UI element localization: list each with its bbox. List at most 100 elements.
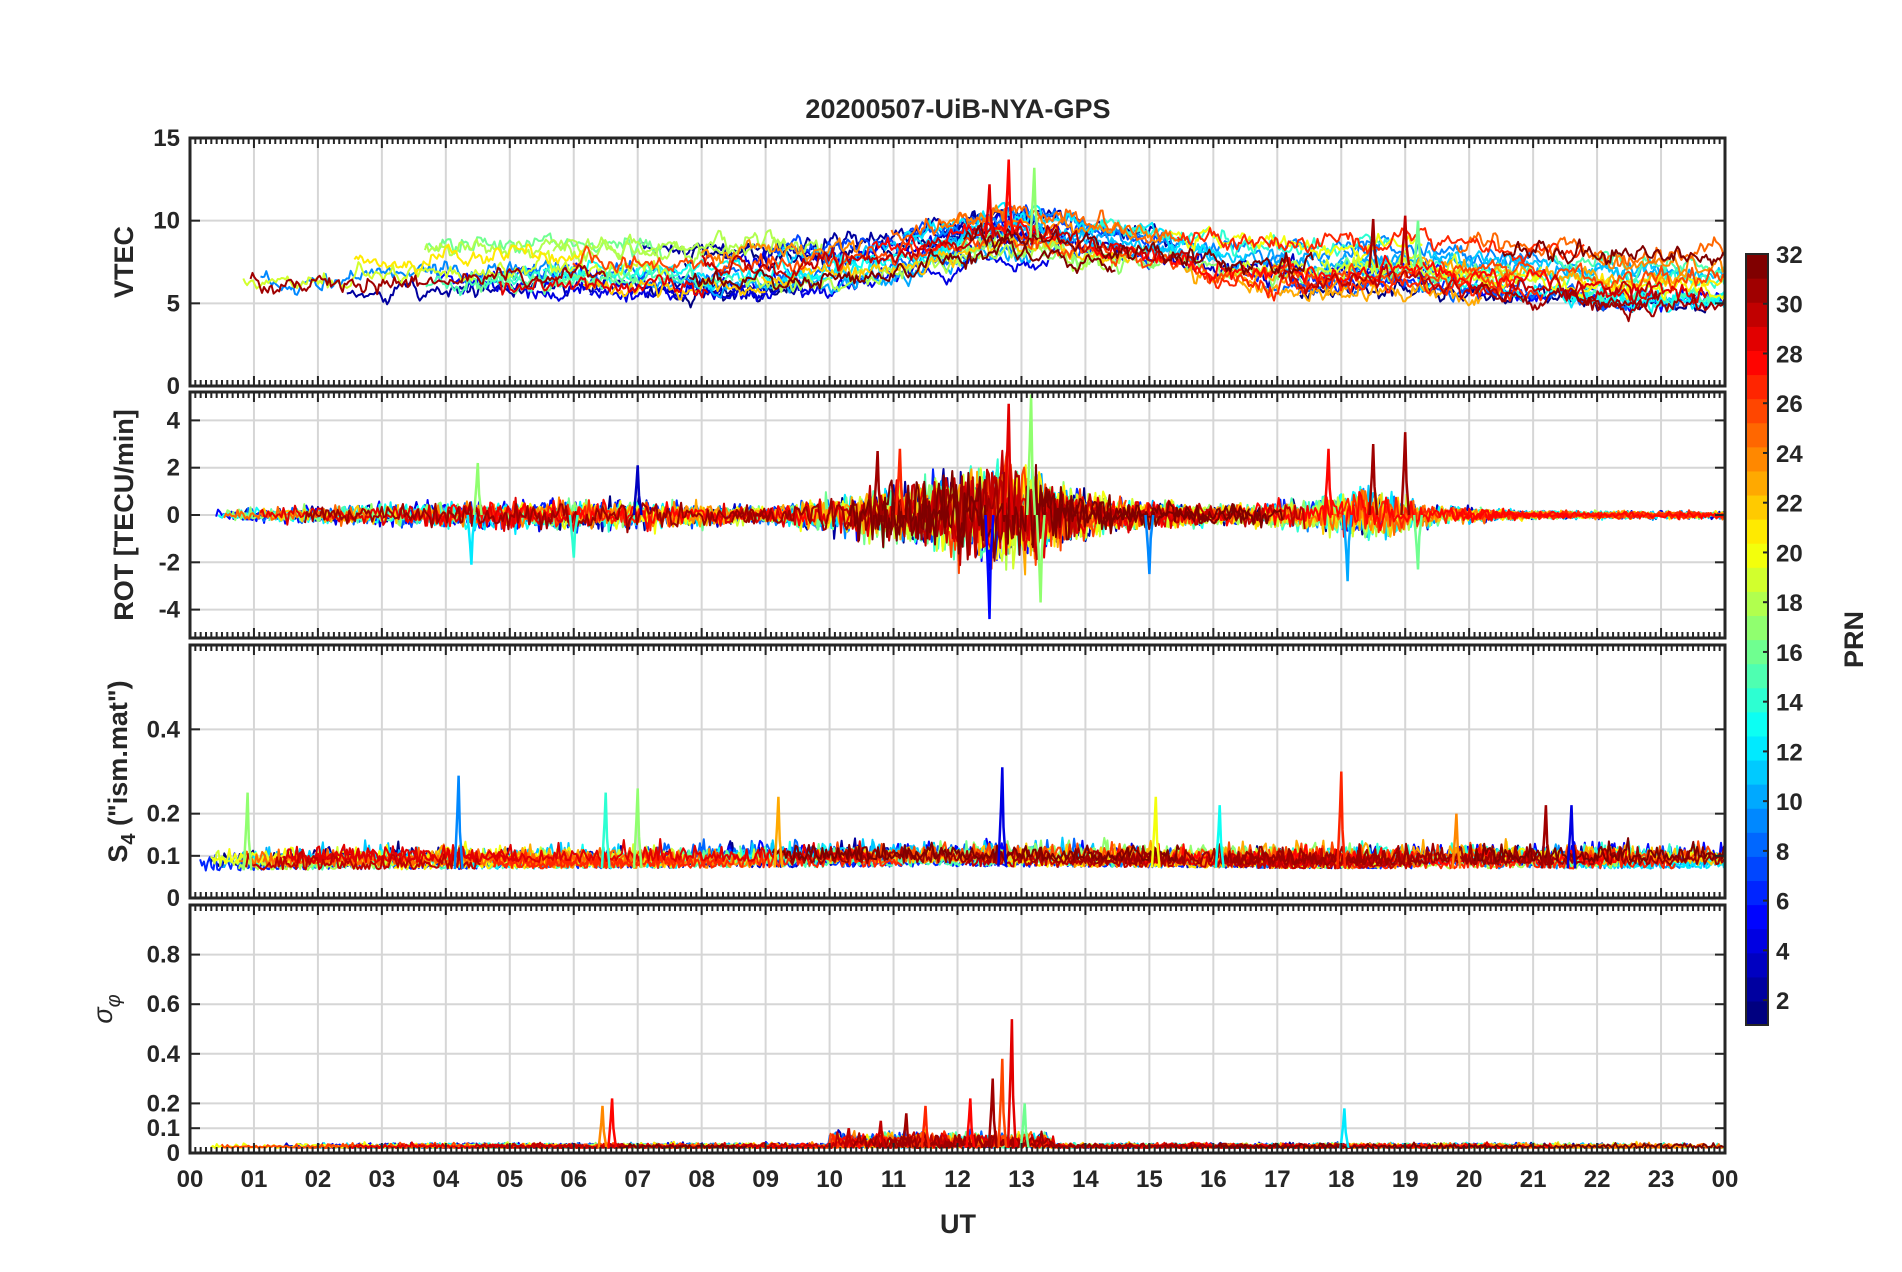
trace-prn-20 — [1164, 225, 1423, 261]
spike-s4-8 — [1540, 805, 1552, 869]
colorbar-segment — [1746, 639, 1768, 665]
x-tick-label: 00 — [177, 1166, 204, 1193]
trace-prn-29 — [1565, 281, 1708, 305]
x-tick-label: 00 — [1712, 1166, 1739, 1193]
y-tick-label: 0 — [167, 502, 180, 529]
y-tick-label: 0.4 — [147, 716, 181, 743]
x-tick-label: 15 — [1136, 1166, 1163, 1193]
spike-rot-2 — [1025, 394, 1037, 516]
colorbar-segment — [1746, 735, 1768, 761]
colorbar-segment — [1746, 302, 1768, 327]
colorbar-segment — [1746, 350, 1768, 376]
x-tick-label: 01 — [241, 1166, 268, 1193]
trace-prn-31 — [849, 1132, 1252, 1149]
panel-s4: 0 0.1 0.2 0.4 S4 ("ism.mat") — [103, 643, 1727, 912]
trace-prn-25 — [1455, 231, 1725, 267]
x-tick-label: 05 — [496, 1166, 523, 1193]
trace-prn-32 — [1031, 463, 1250, 546]
colorbar-tick-label: 12 — [1776, 739, 1803, 766]
colorbar-tick-label: 8 — [1776, 839, 1789, 866]
colorbar-segment — [1746, 470, 1768, 496]
colorbar-segment — [1746, 615, 1768, 641]
spike-vtec-5 — [1412, 220, 1424, 267]
colorbar-tick-label: 26 — [1776, 391, 1803, 418]
colorbar-segment — [1746, 952, 1768, 978]
colorbar-segment — [1746, 784, 1768, 809]
spike-rot-1 — [984, 514, 995, 620]
spike-sigma_phi-1 — [997, 1058, 1008, 1149]
series-rot — [215, 394, 1725, 620]
spike-vtec-4 — [1400, 215, 1411, 266]
spike-sigma_phi-9 — [875, 1120, 886, 1149]
trace-prn-18 — [552, 233, 823, 266]
trace-prn-31 — [249, 264, 607, 296]
x-tick-label: 04 — [432, 1166, 459, 1193]
spike-vtec-0 — [1003, 159, 1014, 235]
trace-prn-32 — [1473, 837, 1725, 863]
colorbar-tick-label: 30 — [1776, 292, 1803, 319]
x-tick-label: 11 — [881, 1166, 906, 1193]
trace-prn-30 — [244, 847, 481, 871]
spike-rot-10 — [1368, 443, 1379, 516]
y-tick-label: 5 — [167, 290, 180, 317]
spike-sigma_phi-6 — [597, 1105, 608, 1149]
y-axis-label: S4 ("ism.mat") — [103, 680, 140, 862]
trace-prn-1 — [1299, 277, 1710, 314]
spike-vtec-2 — [984, 184, 995, 238]
colorbar-segment — [1746, 687, 1768, 713]
spike-rot-8 — [466, 514, 477, 565]
x-tick-label: 22 — [1584, 1166, 1611, 1193]
y-tick-label: 0.8 — [147, 942, 180, 969]
x-tick-label: 08 — [688, 1166, 715, 1193]
trace-prn-26 — [1440, 259, 1725, 292]
colorbar-segment — [1746, 759, 1768, 785]
y-tick-label: 10 — [153, 208, 180, 235]
x-tick-label: 10 — [816, 1166, 843, 1193]
y-tick-label: -2 — [159, 549, 180, 576]
spike-rot-6 — [632, 465, 643, 516]
colorbar-label: PRN — [1839, 611, 1869, 668]
spike-sigma_phi-5 — [607, 1098, 618, 1149]
spike-s4-7 — [1150, 796, 1161, 868]
y-tick-label: 0 — [167, 885, 180, 912]
spike-s4-10 — [1451, 813, 1462, 869]
colorbar-segment — [1746, 326, 1768, 351]
y-tick-label: 15 — [153, 125, 180, 152]
spike-vtec-3 — [1368, 218, 1379, 268]
colorbar-tick-label: 24 — [1776, 441, 1803, 468]
spike-s4-5 — [600, 792, 611, 869]
x-minor-ticks — [189, 392, 1726, 638]
x-tick-label: 13 — [1008, 1166, 1035, 1193]
colorbar-segment — [1746, 1000, 1768, 1026]
trace-prn-29 — [281, 843, 518, 864]
trace-prn-31 — [304, 501, 773, 534]
spike-sigma_phi-11 — [843, 1127, 854, 1149]
colorbar-segment — [1746, 591, 1768, 616]
colorbar-segment — [1746, 711, 1768, 737]
x-tick-label: 06 — [560, 1166, 587, 1193]
colorbar-tick-label: 4 — [1776, 938, 1790, 965]
trace-prn-26 — [1562, 840, 1725, 863]
spike-rot-12 — [1342, 514, 1353, 582]
trace-prn-31 — [1474, 283, 1662, 311]
colorbar-segment — [1746, 254, 1768, 279]
spike-sigma_phi-10 — [920, 1105, 931, 1149]
spike-sigma_phi-3 — [965, 1098, 976, 1149]
x-tick-label: 20 — [1456, 1166, 1483, 1193]
x-tick-label: 17 — [1264, 1166, 1291, 1193]
spike-rot-13 — [1412, 514, 1424, 570]
spike-s4-9 — [1566, 805, 1577, 869]
x-minor-ticks — [189, 905, 1726, 1154]
colorbar-segment — [1746, 928, 1768, 954]
x-minor-ticks — [189, 137, 1726, 387]
colorbar-segment — [1746, 374, 1768, 400]
y-tick-label: 0.1 — [147, 843, 180, 870]
colorbar-tick-label: 10 — [1776, 789, 1803, 816]
spike-sigma_phi-4 — [1019, 1103, 1030, 1149]
colorbar-segment — [1746, 278, 1768, 303]
y-tick-label: 0.2 — [147, 801, 180, 828]
x-tick-label: 18 — [1328, 1166, 1355, 1193]
